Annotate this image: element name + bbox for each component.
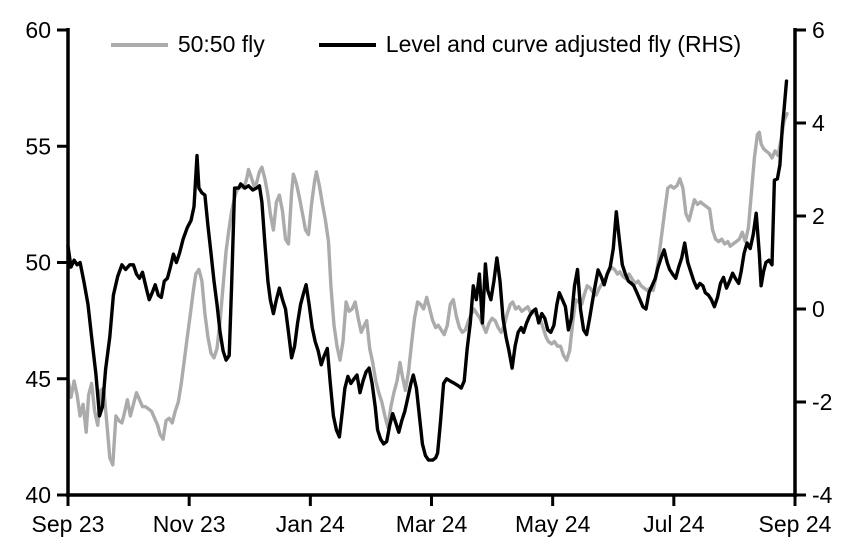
x-axis-tick-label: Jan 24: [276, 511, 345, 537]
right-axis-tick-label: 2: [812, 203, 825, 229]
left-axis-tick-label: 60: [25, 17, 51, 43]
left-axis-tick-label: 45: [25, 366, 51, 392]
x-axis-tick-label: Nov 23: [153, 511, 226, 537]
x-axis-tick-label: Mar 24: [396, 511, 468, 537]
right-axis-tick-label: -2: [812, 389, 832, 415]
x-axis-tick-label: Sep 23: [32, 511, 105, 537]
x-axis-tick-label: Jul 24: [643, 511, 705, 537]
x-axis-tick-label: May 24: [515, 511, 591, 537]
right-axis-tick-label: 4: [812, 110, 825, 136]
series-line-adjusted-fly: [66, 79, 789, 462]
right-axis-tick-label: -4: [812, 482, 833, 508]
right-axis-tick-label: 0: [812, 296, 825, 322]
series-line-5050-fly: [66, 111, 789, 467]
left-axis-tick-label: 50: [25, 250, 51, 276]
left-axis-tick-label: 55: [25, 133, 51, 159]
x-axis-tick-label: Sep 24: [759, 511, 832, 537]
right-axis-tick-label: 6: [812, 17, 825, 43]
left-axis-tick-label: 40: [25, 482, 51, 508]
